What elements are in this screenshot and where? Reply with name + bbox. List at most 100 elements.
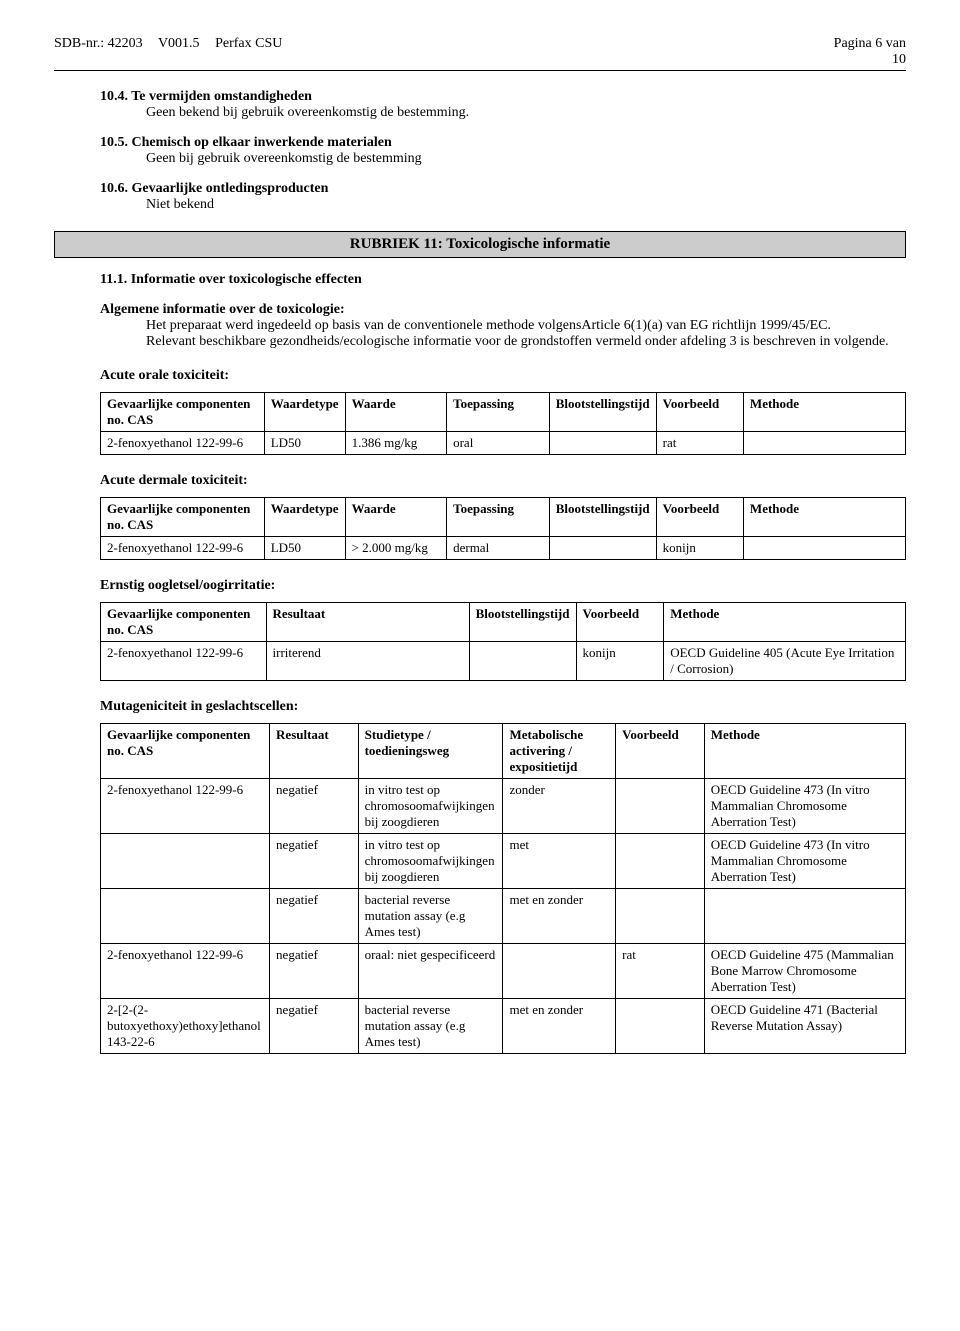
td-meth: OECD Guideline 473 (In vitro Mammalian C… xyxy=(704,779,905,834)
version: V001.5 xyxy=(158,36,200,51)
th-method: Methode xyxy=(743,393,905,432)
td-comp: 2-fenoxyethanol 122-99-6 xyxy=(101,944,270,999)
acute-oral-table: Gevaarlijke componenten no. CAS Waardety… xyxy=(100,392,906,455)
th-example: Voorbeeld xyxy=(616,724,705,779)
intro-text-2: Relevant beschikbare gezondheids/ecologi… xyxy=(146,334,906,350)
th-components: Gevaarlijke componenten no. CAS xyxy=(101,724,270,779)
mutagenicity-heading: Mutageniciteit in geslachtscellen: xyxy=(100,699,906,715)
td-waarde: 1.386 mg/kg xyxy=(345,432,447,455)
section-10-4: 10.4. Te vermijden omstandigheden Geen b… xyxy=(100,89,906,121)
td-meth: OECD Guideline 473 (In vitro Mammalian C… xyxy=(704,834,905,889)
header-divider xyxy=(54,70,906,71)
td-waarde: > 2.000 mg/kg xyxy=(345,537,447,560)
td-voor: konijn xyxy=(576,642,664,681)
header-right: Pagina 6 van 10 xyxy=(834,36,906,68)
section-10-6-heading: 10.6. Gevaarlijke ontledingsproducten xyxy=(100,181,906,197)
th-example: Voorbeeld xyxy=(656,393,743,432)
th-application: Toepassing xyxy=(447,393,550,432)
td-toep: dermal xyxy=(447,537,550,560)
table-header-row: Gevaarlijke componenten no. CAS Resultaa… xyxy=(101,724,906,779)
td-voor xyxy=(616,999,705,1054)
td-comp xyxy=(101,889,270,944)
eye-irritation-table: Gevaarlijke componenten no. CAS Resultaa… xyxy=(100,602,906,681)
section-10-4-text: Geen bekend bij gebruik overeenkomstig d… xyxy=(146,105,906,121)
th-example: Voorbeeld xyxy=(576,603,664,642)
th-value: Waarde xyxy=(345,498,447,537)
rubriek-11-title: RUBRIEK 11: Toxicologische informatie xyxy=(54,231,906,258)
product-name: Perfax CSU xyxy=(215,36,282,51)
intro-text-1: Het preparaat werd ingedeeld op basis va… xyxy=(146,318,906,334)
th-method: Methode xyxy=(704,724,905,779)
section-10-5: 10.5. Chemisch op elkaar inwerkende mate… xyxy=(100,135,906,167)
td-comp xyxy=(101,834,270,889)
td-metab xyxy=(503,944,616,999)
th-valuetype: Waardetype xyxy=(264,393,345,432)
td-result: negatief xyxy=(270,834,359,889)
td-toep: oral xyxy=(447,432,550,455)
table-row: 2-fenoxyethanol 122-99-6 negatief in vit… xyxy=(101,779,906,834)
acute-dermal-table: Gevaarlijke componenten no. CAS Waardety… xyxy=(100,497,906,560)
table-header-row: Gevaarlijke componenten no. CAS Waardety… xyxy=(101,393,906,432)
td-meth xyxy=(704,889,905,944)
section-11-1-heading: 11.1. Informatie over toxicologische eff… xyxy=(100,272,906,288)
th-valuetype: Waardetype xyxy=(264,498,345,537)
th-studytype: Studietype / toedieningsweg xyxy=(358,724,503,779)
page-total: 10 xyxy=(834,52,906,68)
th-components: Gevaarlijke componenten no. CAS xyxy=(101,393,265,432)
td-comp: 2-fenoxyethanol 122-99-6 xyxy=(101,432,265,455)
th-metabolic: Metabolische activering / expositietijd xyxy=(503,724,616,779)
table-row: negatief in vitro test op chromosoomafwi… xyxy=(101,834,906,889)
th-method: Methode xyxy=(664,603,906,642)
table-row: 2-fenoxyethanol 122-99-6 LD50 1.386 mg/k… xyxy=(101,432,906,455)
section-10-5-heading: 10.5. Chemisch op elkaar inwerkende mate… xyxy=(100,135,906,151)
td-comp: 2-[2-(2-butoxyethoxy)ethoxy]ethanol 143-… xyxy=(101,999,270,1054)
section-11-1: 11.1. Informatie over toxicologische eff… xyxy=(100,272,906,288)
td-voor: rat xyxy=(656,432,743,455)
table-header-row: Gevaarlijke componenten no. CAS Waardety… xyxy=(101,498,906,537)
th-exposure: Blootstellingstijd xyxy=(549,393,656,432)
table-row: 2-fenoxyethanol 122-99-6 negatief oraal:… xyxy=(101,944,906,999)
th-exposure: Blootstellingstijd xyxy=(549,498,656,537)
eye-irritation-heading: Ernstig oogletsel/oogirritatie: xyxy=(100,578,906,594)
section-10-6-text: Niet bekend xyxy=(146,197,906,213)
td-comp: 2-fenoxyethanol 122-99-6 xyxy=(101,779,270,834)
header-left: SDB-nr.: 42203 V001.5 Perfax CSU xyxy=(54,36,294,68)
table-row: 2-[2-(2-butoxyethoxy)ethoxy]ethanol 143-… xyxy=(101,999,906,1054)
td-voor xyxy=(616,889,705,944)
section-10-6: 10.6. Gevaarlijke ontledingsproducten Ni… xyxy=(100,181,906,213)
td-voor xyxy=(616,779,705,834)
page-header: SDB-nr.: 42203 V001.5 Perfax CSU Pagina … xyxy=(54,36,906,68)
td-result: negatief xyxy=(270,779,359,834)
section-10-4-heading: 10.4. Te vermijden omstandigheden xyxy=(100,89,906,105)
td-meth: OECD Guideline 405 (Acute Eye Irritation… xyxy=(664,642,906,681)
table-row: 2-fenoxyethanol 122-99-6 irriterend koni… xyxy=(101,642,906,681)
th-exposure: Blootstellingstijd xyxy=(469,603,576,642)
th-value: Waarde xyxy=(345,393,447,432)
td-metab: zonder xyxy=(503,779,616,834)
th-method: Methode xyxy=(743,498,905,537)
td-meth: OECD Guideline 475 (Mammalian Bone Marro… xyxy=(704,944,905,999)
page-indicator: Pagina 6 van xyxy=(834,36,906,52)
section-11-1-intro: Algemene informatie over de toxicologie:… xyxy=(100,302,906,350)
td-result: negatief xyxy=(270,999,359,1054)
td-meth xyxy=(743,432,905,455)
th-components: Gevaarlijke componenten no. CAS xyxy=(101,603,267,642)
table-header-row: Gevaarlijke componenten no. CAS Resultaa… xyxy=(101,603,906,642)
td-result: irriterend xyxy=(266,642,469,681)
table-row: negatief bacterial reverse mutation assa… xyxy=(101,889,906,944)
mutagenicity-table: Gevaarlijke componenten no. CAS Resultaa… xyxy=(100,723,906,1054)
td-bloot xyxy=(469,642,576,681)
td-study: oraal: niet gespecificeerd xyxy=(358,944,503,999)
td-metab: met en zonder xyxy=(503,889,616,944)
td-meth: OECD Guideline 471 (Bacterial Reverse Mu… xyxy=(704,999,905,1054)
th-application: Toepassing xyxy=(447,498,550,537)
td-comp: 2-fenoxyethanol 122-99-6 xyxy=(101,537,265,560)
td-comp: 2-fenoxyethanol 122-99-6 xyxy=(101,642,267,681)
td-wtype: LD50 xyxy=(264,537,345,560)
acute-oral-heading: Acute orale toxiciteit: xyxy=(100,368,906,384)
td-result: negatief xyxy=(270,889,359,944)
td-study: in vitro test op chromosoomafwijkingen b… xyxy=(358,834,503,889)
th-result: Resultaat xyxy=(270,724,359,779)
td-bloot xyxy=(549,537,656,560)
td-study: bacterial reverse mutation assay (e.g Am… xyxy=(358,889,503,944)
